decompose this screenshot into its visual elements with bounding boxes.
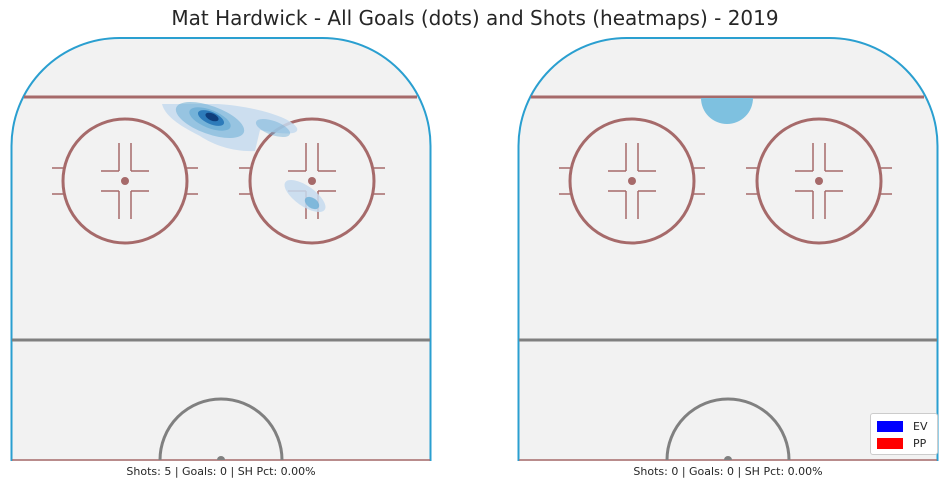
faceoff-dot bbox=[121, 177, 129, 185]
faceoff-circle-right bbox=[746, 117, 892, 245]
heat-blob-upper-right bbox=[255, 118, 291, 138]
rink-boards bbox=[517, 37, 939, 461]
center-dot bbox=[217, 456, 225, 460]
rink-plot-right bbox=[517, 37, 939, 461]
faceoff-ring bbox=[61, 117, 189, 245]
faceoff-dot bbox=[815, 177, 823, 185]
rink-boards bbox=[10, 37, 432, 461]
faceoff-dot bbox=[628, 177, 636, 185]
panel-caption-right: Shots: 0 | Goals: 0 | SH Pct: 0.00% bbox=[633, 465, 823, 478]
center-circle bbox=[665, 397, 791, 461]
rink-plot-left bbox=[10, 37, 432, 461]
faceoff-ring bbox=[568, 117, 696, 245]
legend-swatch-ev bbox=[877, 420, 903, 432]
faceoff-ring bbox=[248, 117, 376, 245]
chart-title: Mat Hardwick - All Goals (dots) and Shot… bbox=[171, 6, 779, 30]
legend-swatch-pp bbox=[877, 437, 903, 449]
faceoff-circle-left bbox=[559, 117, 705, 245]
legend: EV PP bbox=[870, 413, 938, 455]
faceoff-ring bbox=[755, 117, 883, 245]
faceoff-circle-left bbox=[52, 117, 198, 245]
legend-label-ev: EV bbox=[913, 419, 928, 433]
panel-caption-left: Shots: 5 | Goals: 0 | SH Pct: 0.00% bbox=[126, 465, 316, 478]
legend-item-ev: EV bbox=[877, 419, 927, 433]
faceoff-dot bbox=[308, 177, 316, 185]
center-dot bbox=[724, 456, 732, 460]
goal-area-heatmap bbox=[701, 98, 753, 124]
center-circle bbox=[158, 397, 284, 461]
legend-label-pp: PP bbox=[913, 436, 927, 450]
shot-heatmap bbox=[162, 101, 326, 213]
heat-blob-right-core bbox=[304, 196, 320, 210]
heat-level-5 bbox=[205, 112, 219, 122]
legend-item-pp: PP bbox=[877, 436, 926, 450]
